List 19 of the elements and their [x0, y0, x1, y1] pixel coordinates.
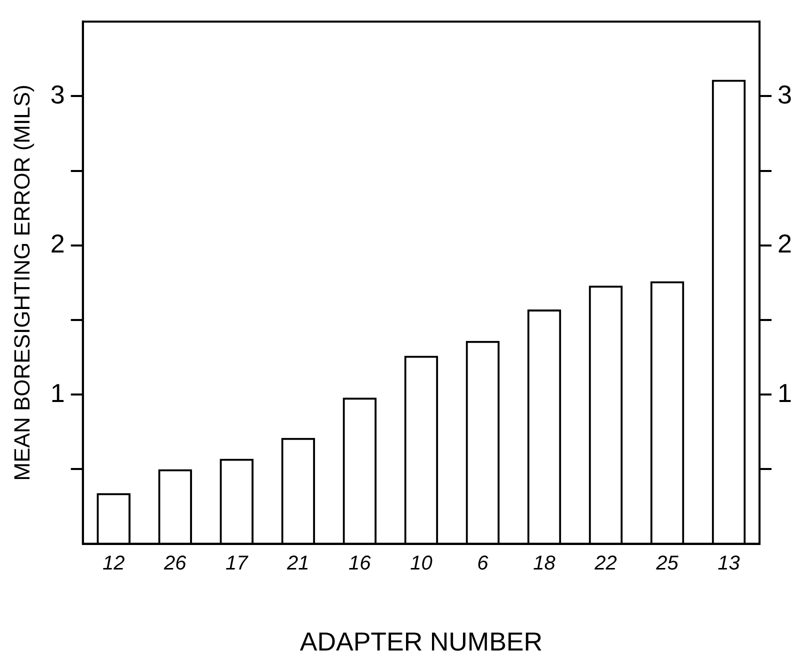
y-axis-title: MEAN BORESIGHTING ERROR (MILS) — [9, 84, 34, 481]
x-tick-label: 16 — [348, 552, 372, 574]
y2-tick-label: 1 — [778, 378, 792, 408]
x-tick-label: 10 — [410, 552, 432, 574]
y-tick-label: 2 — [50, 228, 65, 259]
x-tick-label: 25 — [655, 552, 680, 574]
x-axis-title: ADAPTER NUMBER — [300, 626, 543, 657]
y2-tick-label: 2 — [778, 228, 792, 259]
x-tick-label: 17 — [226, 552, 249, 574]
x-tick-label: 26 — [163, 552, 188, 574]
x-tick-label: 12 — [102, 552, 125, 574]
y2-tick-label: 3 — [778, 79, 792, 110]
x-tick-label: 21 — [286, 552, 310, 574]
x-tick-label: 13 — [718, 552, 740, 574]
y-tick-label: 3 — [50, 79, 65, 110]
x-tick-label: 6 — [477, 552, 490, 574]
x-tick-label: 18 — [533, 552, 556, 574]
x-tick-label: 22 — [594, 552, 617, 574]
y-tick-label: 1 — [50, 378, 65, 408]
